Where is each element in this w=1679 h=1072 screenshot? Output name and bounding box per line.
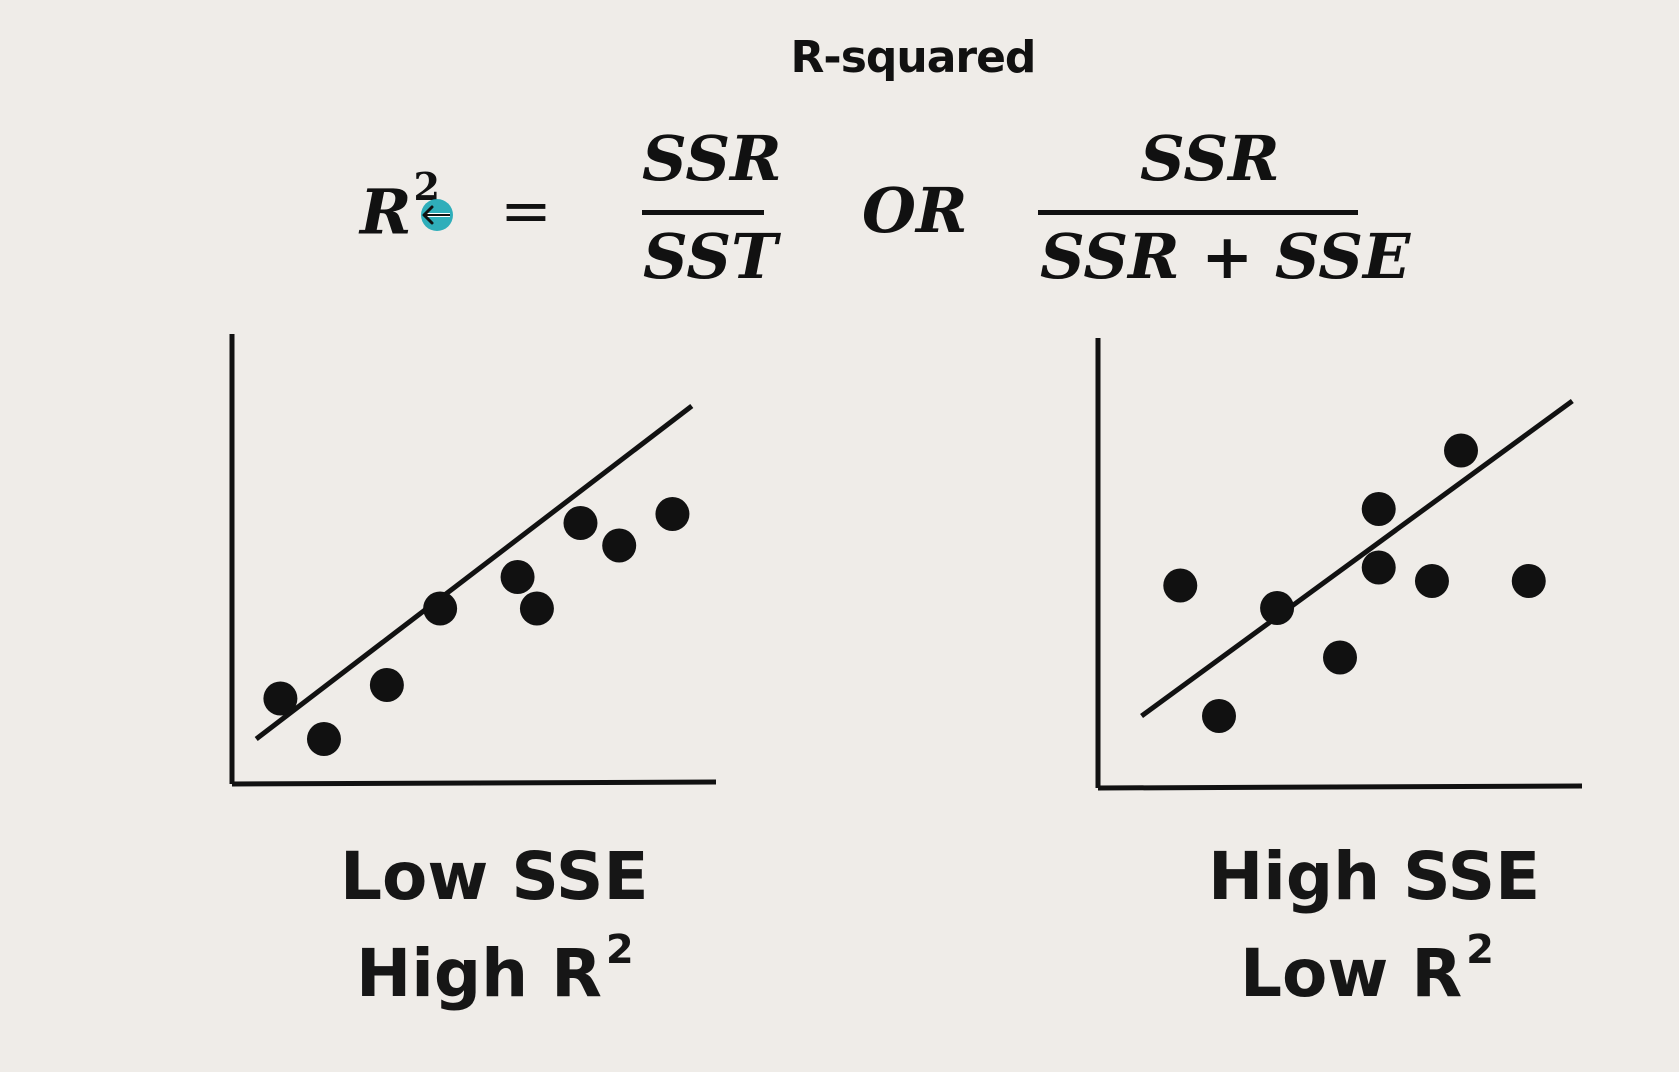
data-point: [1444, 433, 1478, 468]
data-point: [306, 722, 341, 756]
data-point: [1361, 550, 1396, 585]
panel-left-caption-2-exponent: 2: [605, 927, 634, 973]
panel-right-caption-2-text: Low R: [1240, 935, 1463, 1012]
panel-right-caption-2-exponent: 2: [1466, 927, 1495, 973]
panel-right-caption-1: High SSE: [1208, 838, 1541, 915]
x-axis: [231, 779, 717, 787]
panel-left-caption-2-text: High R: [356, 935, 602, 1012]
data-point: [500, 560, 535, 594]
panel-left-caption-1: Low SSE: [340, 838, 649, 915]
data-point: [369, 668, 404, 702]
data-point: [263, 681, 298, 716]
move-cursor-icon: [421, 199, 453, 231]
data-point: [1323, 640, 1357, 675]
fraction1-numerator: SSR: [642, 122, 782, 195]
data-point: [1260, 591, 1295, 625]
fraction1-bar: [642, 210, 764, 215]
scatter-panel-low-sse: [229, 334, 717, 787]
data-point: [519, 591, 554, 626]
regression-line: [1140, 398, 1574, 719]
page-title: R-squared: [790, 32, 1037, 83]
fraction2-bar: [1038, 210, 1358, 215]
x-axis: [1097, 783, 1583, 791]
r-squared-formula: R2 = SSR SST OR SSR SSR + SSE: [0, 0, 1679, 300]
formula-or: OR: [862, 174, 968, 247]
data-point: [655, 497, 690, 531]
data-point: [1414, 564, 1449, 598]
fraction2-numerator: SSR: [1140, 122, 1280, 195]
data-point: [1361, 492, 1396, 526]
data-point: [563, 506, 598, 540]
data-point: [1511, 564, 1546, 598]
fraction1-denominator: SST: [643, 220, 778, 293]
data-point: [423, 591, 458, 626]
data-point: [602, 528, 637, 563]
regression-line: [254, 404, 694, 741]
fraction2-denominator: SSR + SSE: [1040, 220, 1411, 293]
formula-lhs: R2: [360, 168, 440, 244]
formula-lhs-symbol: R: [360, 175, 412, 249]
formula-equals: =: [500, 174, 552, 247]
data-point: [1163, 568, 1198, 603]
scatter-panel-high-sse: [1095, 338, 1583, 791]
data-point: [1202, 699, 1236, 733]
